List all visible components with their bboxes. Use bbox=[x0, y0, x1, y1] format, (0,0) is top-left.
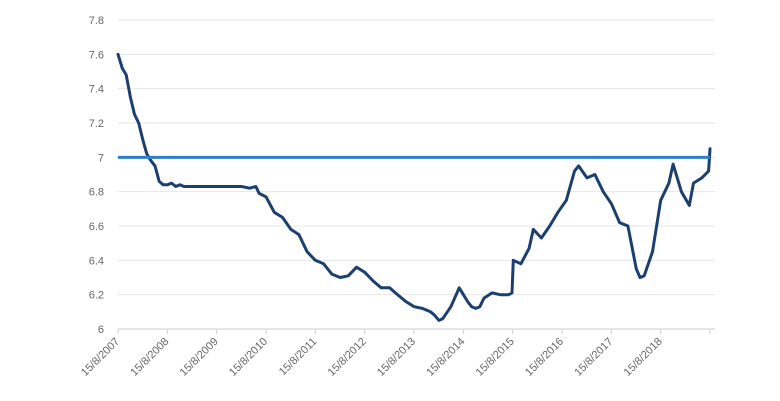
y-tick-label: 6 bbox=[98, 324, 104, 336]
y-tick-label: 6.4 bbox=[89, 255, 104, 267]
x-tick-label: 15/8/2007 bbox=[79, 336, 122, 379]
x-tick-label: 15/8/2018 bbox=[622, 336, 665, 379]
y-tick-label: 6.6 bbox=[89, 221, 104, 233]
y-tick-label: 7.8 bbox=[89, 15, 104, 27]
x-tick-label: 15/8/2013 bbox=[375, 336, 418, 379]
y-tick-label: 7.6 bbox=[89, 49, 104, 61]
y-tick-label: 6.2 bbox=[89, 290, 104, 302]
x-tick-label: 15/8/2017 bbox=[572, 336, 615, 379]
x-tick-label: 15/8/2008 bbox=[128, 336, 171, 379]
x-tick-label: 15/8/2009 bbox=[178, 336, 221, 379]
x-tick-label: 15/8/2010 bbox=[227, 336, 270, 379]
y-axis-ticks: 7.8 7.6 7.4 7.2 7 6.8 6.6 6.4 6.2 6 bbox=[89, 15, 104, 336]
y-tick-label: 7 bbox=[98, 152, 104, 164]
x-tick-label: 15/8/2011 bbox=[277, 336, 320, 379]
series-line bbox=[116, 52, 712, 322]
x-tick-label: 15/8/2014 bbox=[424, 336, 467, 379]
y-tick-label: 6.8 bbox=[89, 187, 104, 199]
y-tick-label: 7.2 bbox=[89, 118, 104, 130]
y-tick-label: 7.4 bbox=[89, 84, 104, 96]
x-tick-label: 15/8/2016 bbox=[523, 336, 566, 379]
x-tick-label: 15/8/2012 bbox=[326, 336, 369, 379]
x-axis-ticks: 15/8/2007 15/8/2008 15/8/2009 15/8/2010 15/8… bbox=[79, 329, 711, 379]
gridlines bbox=[118, 19, 715, 330]
x-tick-label: 15/8/2015 bbox=[474, 336, 517, 379]
